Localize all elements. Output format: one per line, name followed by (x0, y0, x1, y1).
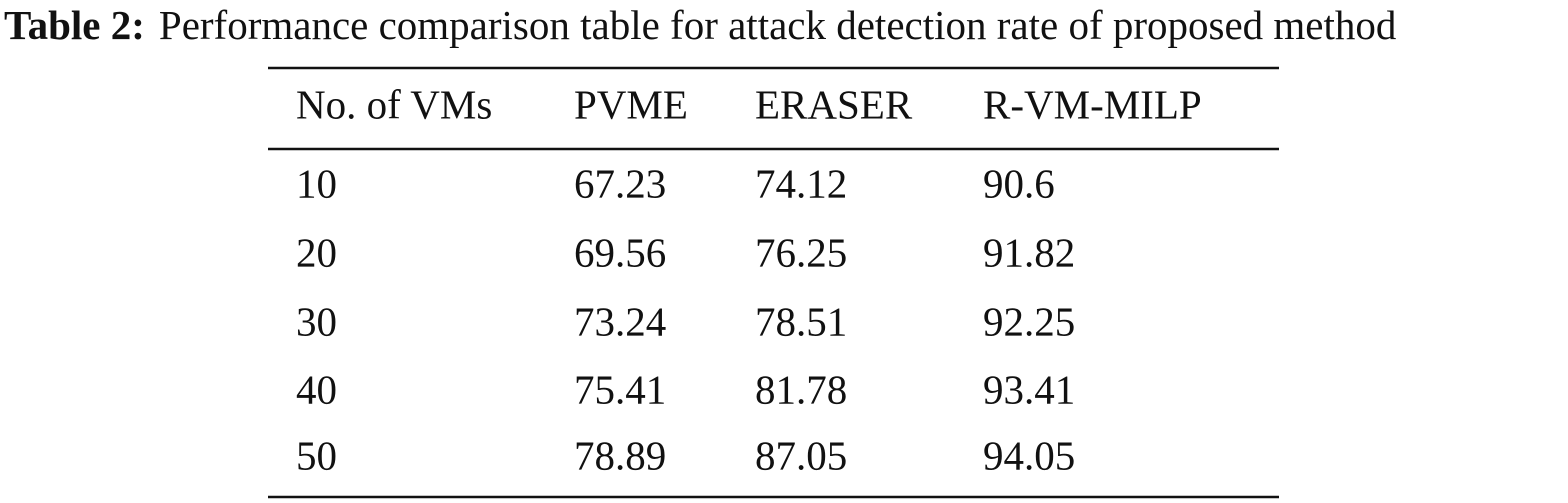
table-cell: 91.82 (983, 229, 1075, 275)
table-cell: 74.12 (755, 160, 847, 206)
caption: Table 2: Performance comparison table for… (4, 2, 1396, 48)
table-cell: 40 (296, 366, 337, 412)
table-cell: 81.78 (755, 366, 847, 412)
header-cell: PVME (574, 81, 688, 127)
table-cell: 93.41 (983, 366, 1075, 412)
header-cell: ERASER (755, 81, 913, 127)
table-cell: 92.25 (983, 298, 1075, 344)
table-cell: 50 (296, 432, 337, 478)
table-cell: 75.41 (574, 366, 666, 412)
table-cell: 69.56 (574, 229, 666, 275)
table-cell: 30 (296, 298, 337, 344)
table-cell: 67.23 (574, 160, 666, 206)
table-cell: 20 (296, 229, 337, 275)
header-cell: R-VM-MILP (983, 81, 1202, 127)
caption-label: Table 2: (4, 2, 145, 48)
table-cell: 76.25 (755, 229, 847, 275)
table-cell: 10 (296, 160, 337, 206)
table-cell: 94.05 (983, 432, 1075, 478)
table-cell: 78.89 (574, 432, 666, 478)
table-cell: 78.51 (755, 298, 847, 344)
caption-text: Performance comparison table for attack … (159, 2, 1397, 48)
table-cell: 73.24 (574, 298, 666, 344)
header-cell: No. of VMs (296, 81, 492, 127)
table-cell: 87.05 (755, 432, 847, 478)
table-cell: 90.6 (983, 160, 1055, 206)
